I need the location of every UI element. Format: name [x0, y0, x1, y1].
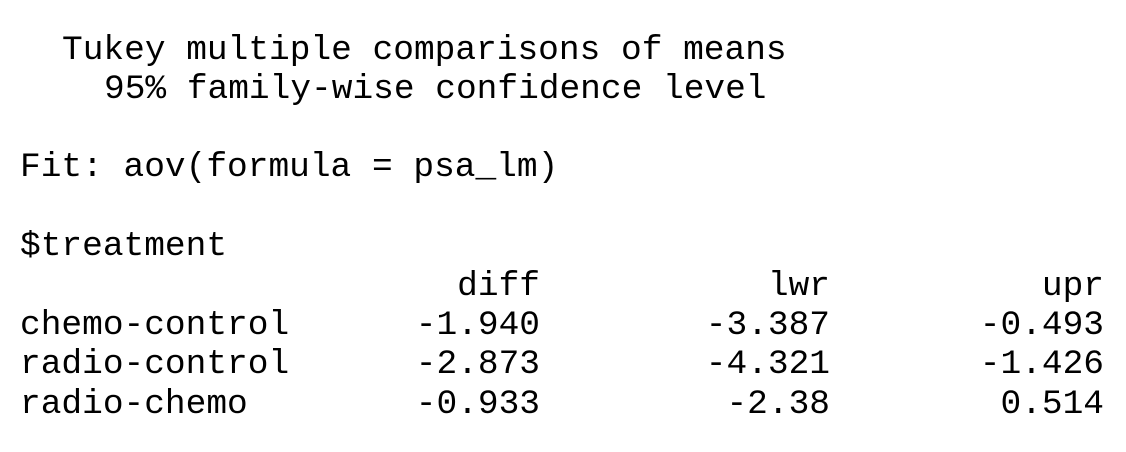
fit-formula-text: Fit: aov(formula = psa_lm) — [20, 148, 559, 187]
factor-section-label: $treatment — [20, 227, 228, 266]
lwr-cell: -2.38 — [726, 385, 830, 424]
row-label: chemo-control — [20, 306, 290, 345]
upr-cell: -0.493 — [979, 306, 1104, 345]
diff-cell: -1.940 — [415, 306, 540, 345]
diff-cell: -2.873 — [415, 345, 540, 384]
confidence-level-text: 95% family-wise confidence level — [104, 70, 767, 109]
row-label: radio-chemo — [20, 385, 248, 424]
output-title: Tukey multiple comparisons of means — [62, 31, 787, 70]
column-header-diff: diff — [457, 267, 540, 306]
row-label: radio-control — [20, 345, 290, 384]
column-header-lwr: lwr — [767, 267, 830, 306]
upr-cell: 0.514 — [1000, 385, 1104, 424]
upr-cell: -1.426 — [979, 345, 1104, 384]
column-header-upr: upr — [1041, 267, 1104, 306]
lwr-cell: -4.321 — [705, 345, 830, 384]
lwr-cell: -3.387 — [705, 306, 830, 345]
diff-cell: -0.933 — [415, 385, 540, 424]
